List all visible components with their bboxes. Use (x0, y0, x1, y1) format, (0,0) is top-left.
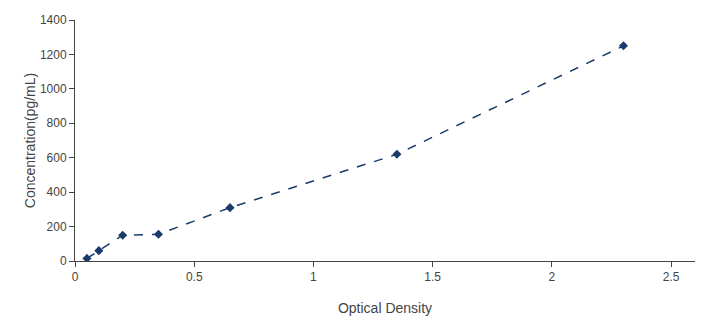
svg-text:1000: 1000 (40, 82, 67, 96)
svg-text:0: 0 (72, 270, 79, 284)
svg-text:Optical Density: Optical Density (338, 300, 432, 316)
svg-text:1400: 1400 (40, 13, 67, 27)
svg-text:400: 400 (47, 185, 67, 199)
svg-text:1.5: 1.5 (424, 270, 441, 284)
svg-text:0.5: 0.5 (186, 270, 203, 284)
svg-text:800: 800 (47, 116, 67, 130)
svg-text:2.5: 2.5 (663, 270, 680, 284)
svg-text:1: 1 (310, 270, 317, 284)
svg-text:200: 200 (47, 220, 67, 234)
svg-text:Concentration(pg/mL): Concentration(pg/mL) (22, 73, 38, 208)
svg-text:600: 600 (47, 151, 67, 165)
svg-text:1200: 1200 (40, 48, 67, 62)
svg-text:0: 0 (60, 254, 67, 268)
svg-text:2: 2 (549, 270, 556, 284)
